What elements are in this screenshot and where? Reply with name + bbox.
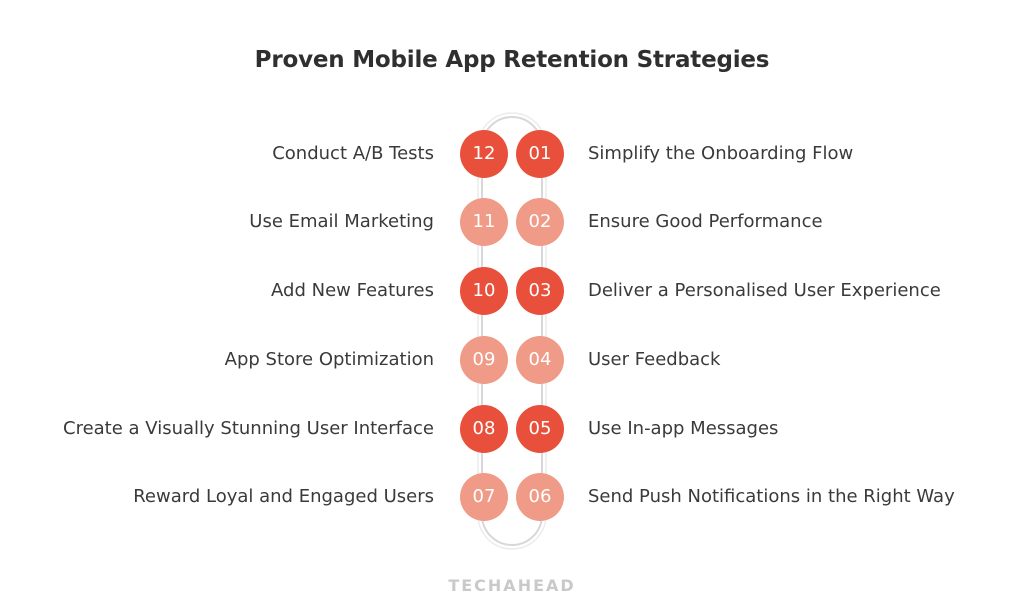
strategy-row: Add New Features 10 03 Deliver a Persona… — [0, 265, 1024, 317]
strategy-number-circle: 04 — [516, 336, 564, 384]
strategy-label-right: Deliver a Personalised User Experience — [588, 280, 941, 301]
strategy-label-right: User Feedback — [588, 349, 721, 370]
strategy-row: Reward Loyal and Engaged Users 07 06 Sen… — [0, 471, 1024, 523]
strategy-number-circle: 06 — [516, 473, 564, 521]
strategy-number-circle: 05 — [516, 405, 564, 453]
strategy-label-left: Add New Features — [271, 280, 434, 301]
strategy-number-circle: 10 — [460, 267, 508, 315]
strategy-number-circle: 03 — [516, 267, 564, 315]
strategy-label-left: Create a Visually Stunning User Interfac… — [63, 418, 434, 439]
strategy-number-circle: 12 — [460, 130, 508, 178]
strategy-row: Conduct A/B Tests 12 01 Simplify the Onb… — [0, 128, 1024, 180]
strategy-label-left: App Store Optimization — [224, 349, 434, 370]
strategy-label-left: Reward Loyal and Engaged Users — [133, 486, 434, 507]
strategy-label-right: Use In-app Messages — [588, 418, 779, 439]
strategy-number-circle: 01 — [516, 130, 564, 178]
strategy-row: Use Email Marketing 11 02 Ensure Good Pe… — [0, 196, 1024, 248]
strategy-number-circle: 07 — [460, 473, 508, 521]
diagram-title: Proven Mobile App Retention Strategies — [254, 47, 770, 73]
strategy-number-circle: 08 — [460, 405, 508, 453]
strategy-number-circle: 09 — [460, 336, 508, 384]
strategy-number-circle: 11 — [460, 198, 508, 246]
strategy-row: Create a Visually Stunning User Interfac… — [0, 403, 1024, 455]
strategy-label-left: Use Email Marketing — [249, 211, 434, 232]
strategy-row: App Store Optimization 09 04 User Feedba… — [0, 334, 1024, 386]
strategy-label-right: Simplify the Onboarding Flow — [588, 143, 854, 164]
strategy-label-right: Ensure Good Performance — [588, 211, 823, 232]
strategy-label-left: Conduct A/B Tests — [272, 143, 434, 164]
strategy-number-circle: 02 — [516, 198, 564, 246]
brand-logo: TECHAHEAD — [448, 576, 576, 595]
strategy-label-right: Send Push Notifications in the Right Way — [588, 486, 955, 507]
